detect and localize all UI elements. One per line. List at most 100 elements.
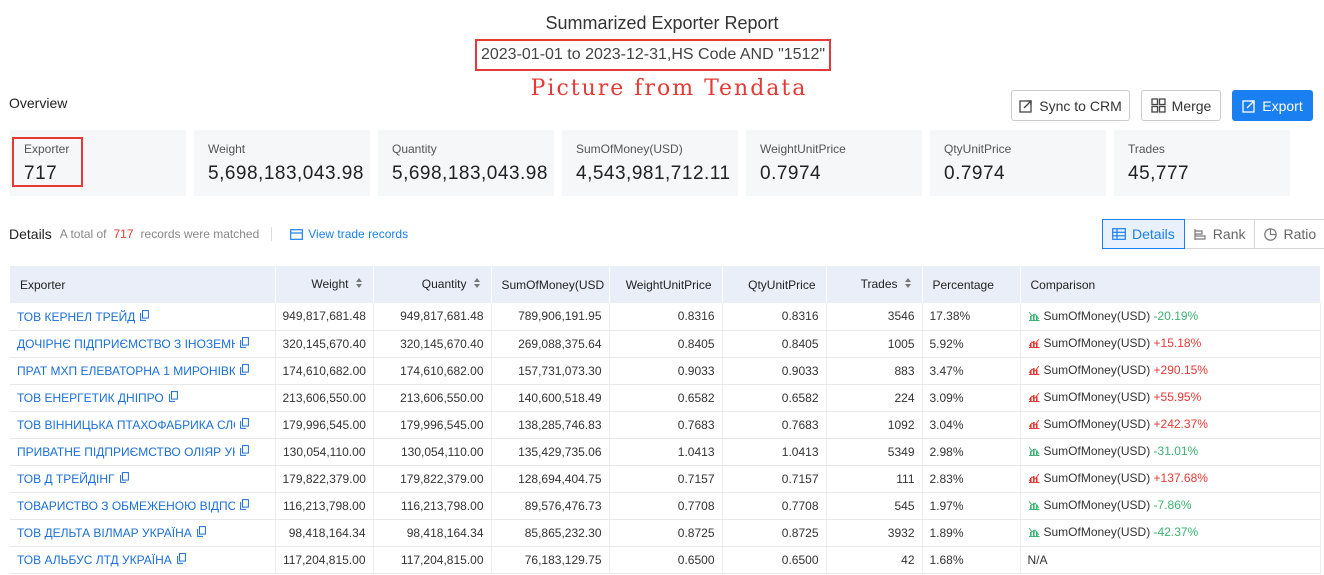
view-trade-records-link[interactable]: View trade records [290,227,408,241]
table-row: ТОВ АЛЬБУС ЛТД УКРАЇНА 117,204,815.00 117,… [10,546,1321,574]
qty-unit-price-cell: 0.8316 [722,303,827,331]
sort-icon[interactable] [355,277,363,292]
watermark-text: Picture from Tendata [530,76,808,101]
exporter-name-cell[interactable]: ТОВ Д ТРЕЙДІНГ [10,465,276,493]
col-quantity[interactable]: Quantity [373,266,492,303]
card-value: 0.7974 [944,163,1006,184]
col-sum-of-money[interactable]: SumOfMoney(USD [491,266,610,303]
comparison-cell: SumOfMoney(USD) -7.86% [1020,492,1321,520]
col-qty-unit-price[interactable]: QtyUnitPrice [722,266,827,303]
card-value: 5,698,183,043.98 [392,163,548,184]
qty-unit-price-cell: 0.7157 [722,465,827,493]
merge-button[interactable]: Merge [1141,90,1221,121]
copy-icon[interactable] [240,418,249,432]
exporter-name-cell[interactable]: ТОВ ДЕЛЬТА ВІЛМАР УКРАЇНА [10,519,276,547]
tab-ratio[interactable]: Ratio [1254,219,1324,249]
trend-down-icon [1028,310,1040,324]
copy-icon[interactable] [240,445,249,459]
table-row: ПРИВАТНЕ ПІДПРИЄМСТВО ОЛІЯР УКРАЇ 130,054… [10,438,1321,466]
copy-icon[interactable] [240,499,249,513]
qty-unit-price-cell: 0.8405 [722,330,827,358]
qty-unit-price-cell: 0.7708 [722,492,827,520]
exporter-name-cell[interactable]: ТОВ АЛЬБУС ЛТД УКРАЇНА [10,546,276,574]
comparison-change: -31.01% [1153,444,1199,459]
exporter-link[interactable]: ТОВ АЛЬБУС ЛТД УКРАЇНА [17,552,172,567]
quantity-cell: 98,418,164.34 [373,519,492,547]
exporter-name-cell[interactable]: ТОВАРИСТВО З ОБМЕЖЕНОЮ ВІДПОВІДА [10,492,276,520]
trades-cell: 5349 [826,438,923,466]
exporter-link[interactable]: ТОВАРИСТВО З ОБМЕЖЕНОЮ ВІДПОВІДА [17,498,235,513]
exporter-name-cell[interactable]: ПРИВАТНЕ ПІДПРИЄМСТВО ОЛІЯР УКРАЇ [10,438,276,466]
table-body: ТОВ КЕРНЕЛ ТРЕЙД 949,817,681.48 949,817,68… [10,303,1321,574]
tab-rank[interactable]: Rank [1183,219,1256,249]
card-label: QtyUnitPrice [944,142,1012,156]
exporter-link[interactable]: ТОВ ЕНЕРГЕТИК ДНІПРО [17,390,164,405]
records-icon [290,228,304,240]
exporter-link[interactable]: ТОВ ВІННИЦЬКА ПТАХОФАБРИКА СЛОБО [17,417,235,432]
copy-icon[interactable] [240,364,249,378]
col-weight[interactable]: Weight [275,266,374,303]
export-icon [1242,99,1256,113]
card-label: Trades [1128,142,1165,156]
exporter-name-cell[interactable]: ТОВ ЕНЕРГЕТИК ДНІПРО [10,384,276,412]
exporter-name-cell[interactable]: ПРАТ МХП ЕЛЕВАТОРНА 1 МИРОНІВКА КИ [10,357,276,385]
weight-cell: 949,817,681.48 [275,303,374,331]
total-prefix: A total of [59,227,107,241]
qty-unit-price-cell: 1.0413 [722,438,827,466]
exporter-link[interactable]: ПРИВАТНЕ ПІДПРИЄМСТВО ОЛІЯР УКРАЇ [17,444,235,459]
exporter-name-cell[interactable]: ТОВ КЕРНЕЛ ТРЕЙД [10,303,276,331]
exporter-link[interactable]: ТОВ Д ТРЕЙДІНГ [17,471,115,486]
rank-icon [1194,228,1206,240]
exporter-link[interactable]: ДОЧІРНЄ ПІДПРИЄМСТВО З ІНОЗЕМНОЮ [17,336,235,351]
exporter-name-cell[interactable]: ТОВ ВІННИЦЬКА ПТАХОФАБРИКА СЛОБО [10,411,276,439]
pie-icon [1264,227,1278,241]
comparison-label: SumOfMoney(USD) [1043,471,1151,486]
quantity-cell: 116,213,798.00 [373,492,492,520]
exporter-link[interactable]: ТОВ ДЕЛЬТА ВІЛМАР УКРАЇНА [17,525,192,540]
card-label: SumOfMoney(USD) [576,142,683,156]
card-value: 45,777 [1128,163,1190,184]
trades-cell: 545 [826,492,923,520]
comparison-cell: SumOfMoney(USD) -20.19% [1020,303,1321,331]
sum-of-money-cell: 85,865,232.30 [491,519,610,547]
copy-icon[interactable] [196,526,206,540]
exporter-link[interactable]: ПРАТ МХП ЕЛЕВАТОРНА 1 МИРОНІВКА КИ [17,363,235,378]
comparison-change: +55.95% [1153,390,1202,405]
quantity-cell: 179,822,379.00 [373,465,492,493]
export-button[interactable]: Export [1232,90,1313,121]
col-weight-unit-price[interactable]: WeightUnitPrice [609,266,723,303]
card-label: Quantity [392,142,437,156]
total-count: 717 [113,227,134,241]
table-row: ПРАТ МХП ЕЛЕВАТОРНА 1 МИРОНІВКА КИ 174,61… [10,357,1321,385]
table-row: ТОВ ЕНЕРГЕТИК ДНІПРО 213,606,550.00 213,60… [10,384,1321,412]
comparison-label: SumOfMoney(USD) [1043,444,1151,459]
sort-icon[interactable] [473,277,481,292]
copy-icon[interactable] [168,391,178,405]
details-title: Details [9,226,52,242]
copy-icon[interactable] [240,337,249,351]
col-label: Exporter [20,277,66,292]
col-trades[interactable]: Trades [826,266,923,303]
tab-details[interactable]: Details [1102,219,1185,249]
card-quantity: Quantity 5,698,183,043.98 [378,130,554,196]
comparison-change: -7.86% [1153,498,1192,513]
copy-icon[interactable] [176,553,186,567]
col-comparison[interactable]: Comparison [1020,266,1321,303]
sync-to-crm-button[interactable]: Sync to CRM [1011,90,1130,121]
table-row: ДОЧІРНЄ ПІДПРИЄМСТВО З ІНОЗЕМНОЮ 320,145,… [10,330,1321,358]
overview-label: Overview [9,95,68,111]
copy-icon[interactable] [119,472,129,486]
sort-icon[interactable] [904,277,912,292]
col-label: Percentage [932,277,994,292]
exporter-name-cell[interactable]: ДОЧІРНЄ ПІДПРИЄМСТВО З ІНОЗЕМНОЮ [10,330,276,358]
weight-cell: 174,610,682.00 [275,357,374,385]
comparison-label: SumOfMoney(USD) [1043,390,1151,405]
copy-icon[interactable] [140,309,150,324]
exporter-link[interactable]: ТОВ КЕРНЕЛ ТРЕЙД [17,309,136,324]
col-exporter[interactable]: Exporter [10,266,276,303]
col-percentage[interactable]: Percentage [922,266,1021,303]
col-label: QtyUnitPrice [748,277,816,292]
comparison-label: SumOfMoney(USD) [1043,336,1151,351]
col-label: SumOfMoney(USD [501,277,605,292]
comparison-cell: SumOfMoney(USD) +15.18% [1020,330,1321,358]
